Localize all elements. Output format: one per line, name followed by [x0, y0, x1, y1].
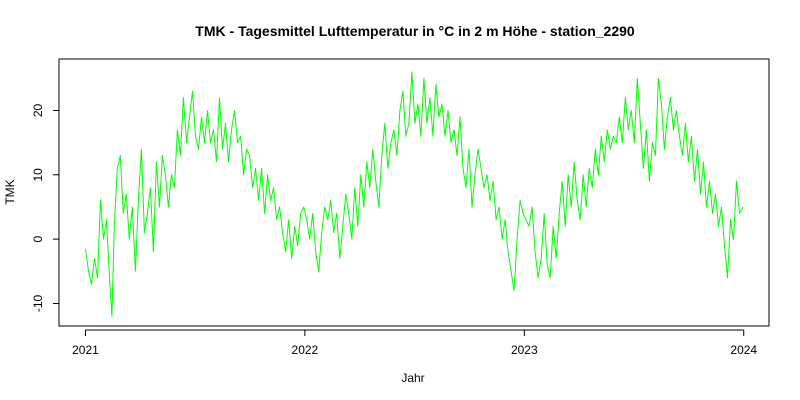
y-tick-label: 20: [31, 103, 45, 117]
x-axis: 2021 2022 2023 2024: [72, 329, 757, 357]
chart-title: TMK - Tagesmittel Lufttemperatur in °C i…: [195, 23, 635, 39]
series-layer: [85, 71, 744, 317]
x-axis-label: Jahr: [401, 371, 424, 385]
y-tick-label: 0: [31, 235, 45, 242]
y-tick-label: -10: [31, 294, 45, 312]
x-tick-label: 2024: [730, 343, 757, 357]
plot-area-frame: [58, 58, 770, 327]
x-tick-label: 2021: [72, 343, 99, 357]
x-tick-label: 2023: [511, 343, 538, 357]
y-axis: -10 0 10 20: [31, 103, 60, 312]
y-axis-label: TMK: [3, 179, 17, 204]
y-tick-label: 10: [31, 168, 45, 182]
x-tick-label: 2022: [292, 343, 319, 357]
series-line-0: [85, 71, 744, 317]
